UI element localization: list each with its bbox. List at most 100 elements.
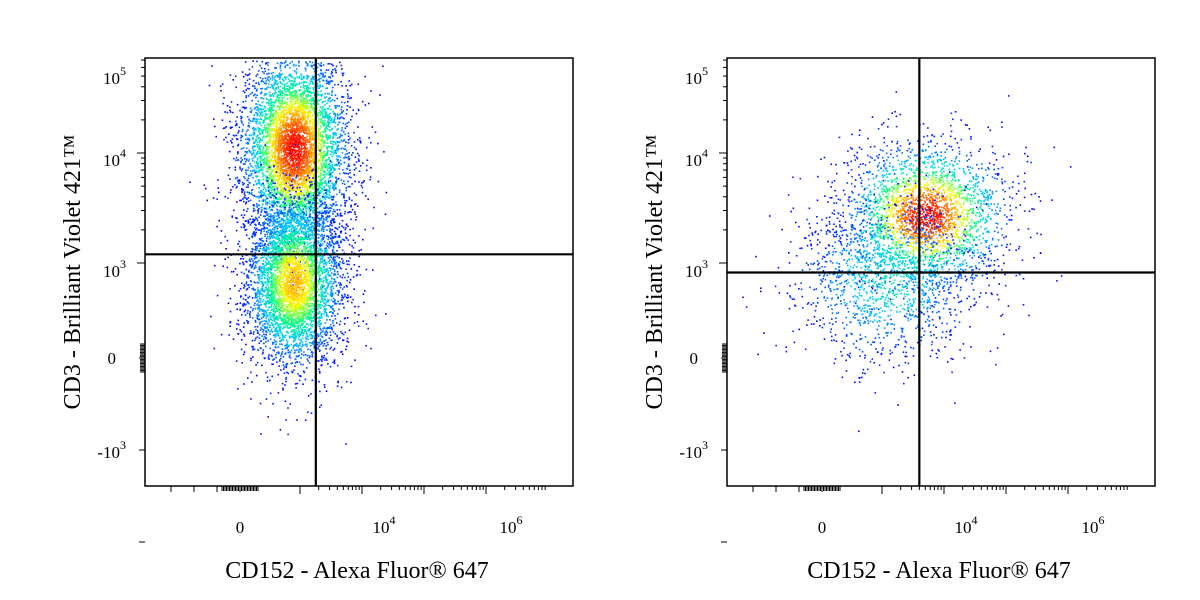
event-dot xyxy=(309,173,312,175)
event-dot xyxy=(316,84,319,86)
event-dot xyxy=(288,136,290,138)
event-dot xyxy=(265,190,267,193)
event-dot xyxy=(285,106,288,108)
event-dot xyxy=(293,181,296,184)
event-dot xyxy=(296,94,299,96)
event-dot xyxy=(256,112,259,115)
event-dot xyxy=(348,80,350,82)
event-dot xyxy=(367,102,370,105)
event-dot xyxy=(263,128,265,131)
event-dot xyxy=(280,119,283,122)
event-dot xyxy=(342,72,345,75)
event-dot xyxy=(253,220,255,222)
event-dot xyxy=(303,87,306,90)
event-dot xyxy=(347,163,350,165)
event-dot xyxy=(292,120,295,122)
event-dot xyxy=(247,115,249,118)
event-dot xyxy=(268,76,270,78)
event-dot xyxy=(289,150,292,153)
event-dot xyxy=(305,175,308,178)
event-dot xyxy=(294,146,297,148)
event-dot xyxy=(320,190,323,193)
event-dot xyxy=(234,75,237,78)
event-dot xyxy=(308,187,310,190)
event-dot xyxy=(283,154,286,156)
event-dot xyxy=(266,113,269,116)
event-dot xyxy=(303,155,306,158)
event-dot xyxy=(258,127,261,130)
event-dot xyxy=(328,105,331,107)
event-dot xyxy=(301,194,303,197)
event-dot xyxy=(355,167,357,169)
event-dot xyxy=(306,115,308,118)
event-dot xyxy=(264,77,267,79)
event-dot xyxy=(322,177,325,179)
event-dot xyxy=(301,186,304,188)
event-dot xyxy=(286,163,289,165)
event-dot xyxy=(289,186,291,189)
event-dot xyxy=(282,131,284,134)
event-dot xyxy=(301,110,304,112)
event-dot xyxy=(247,169,249,171)
event-dot xyxy=(288,135,290,137)
event-dot xyxy=(267,218,269,220)
event-dot xyxy=(261,172,264,174)
event-dot xyxy=(293,134,295,137)
event-dot xyxy=(319,152,322,155)
event-dot xyxy=(287,88,290,91)
event-dot xyxy=(265,150,267,152)
event-dot xyxy=(338,141,340,143)
event-dot xyxy=(276,147,278,149)
event-dot xyxy=(299,208,302,210)
event-dot xyxy=(296,130,298,132)
event-dot xyxy=(279,149,281,152)
event-dot xyxy=(305,96,308,99)
event-dot xyxy=(276,158,279,161)
event-dot xyxy=(297,119,300,121)
event-dot xyxy=(286,123,288,125)
event-dot xyxy=(298,170,300,172)
event-dot xyxy=(280,171,282,174)
event-dot xyxy=(237,180,239,183)
event-dot xyxy=(307,116,310,118)
event-dot xyxy=(278,94,280,96)
event-dot xyxy=(234,177,237,180)
event-dot xyxy=(266,73,268,75)
event-dot xyxy=(306,202,308,205)
event-dot xyxy=(221,119,224,121)
event-dot xyxy=(323,240,326,243)
event-dot xyxy=(280,160,282,162)
event-dot xyxy=(281,92,283,95)
event-dot xyxy=(260,196,262,199)
event-dot xyxy=(297,132,300,135)
event-dot xyxy=(311,156,314,158)
event-dot xyxy=(323,131,325,133)
event-dot xyxy=(289,170,292,173)
event-dot xyxy=(293,152,296,155)
event-dot xyxy=(291,190,294,192)
event-dot xyxy=(264,68,266,70)
event-dot xyxy=(285,127,287,129)
event-dot xyxy=(283,80,285,82)
event-dot xyxy=(294,102,296,105)
event-dot xyxy=(321,184,323,186)
event-dot xyxy=(309,80,312,83)
event-dot xyxy=(284,190,286,192)
event-dot xyxy=(286,178,288,180)
event-dot xyxy=(306,135,308,138)
event-dot xyxy=(332,121,334,123)
event-dot xyxy=(347,100,349,103)
event-dot xyxy=(263,244,266,247)
event-dot xyxy=(288,80,290,83)
event-dot xyxy=(305,192,307,195)
event-dot xyxy=(289,74,291,77)
event-dot xyxy=(323,186,326,189)
event-dot xyxy=(285,120,287,122)
event-dot xyxy=(328,216,330,218)
event-dot xyxy=(271,178,273,181)
event-dot xyxy=(297,189,299,191)
event-dot xyxy=(293,189,295,191)
event-dot xyxy=(278,226,281,228)
event-dot xyxy=(322,64,325,66)
event-dot xyxy=(286,144,289,146)
